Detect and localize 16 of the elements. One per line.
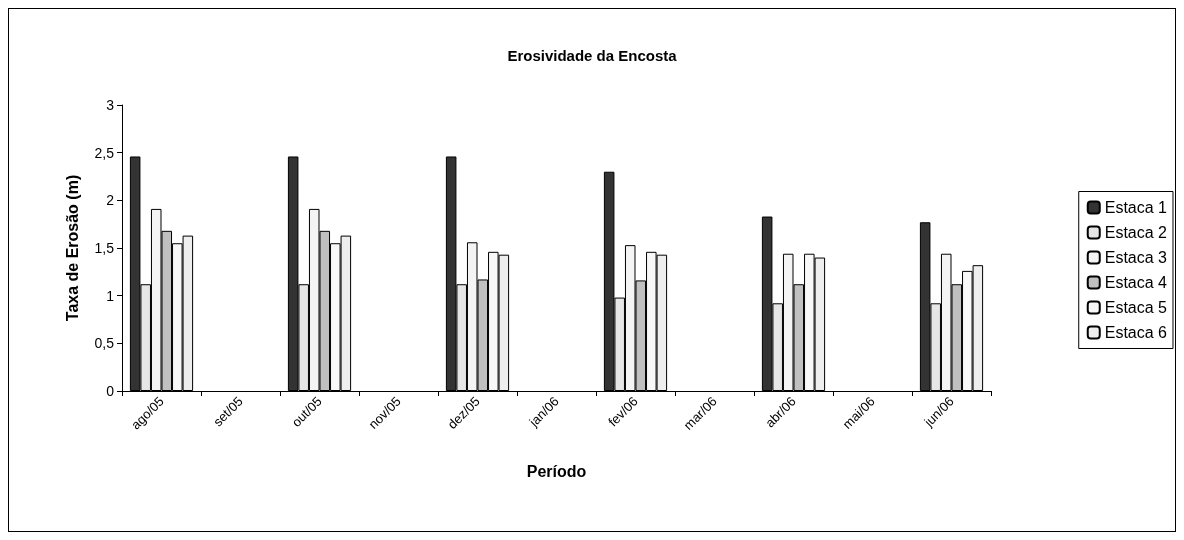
- legend-label: Estaca 5: [1104, 299, 1168, 316]
- chart-title: Erosividade da Encosta: [507, 47, 678, 64]
- y-tick-label: 2,5: [94, 144, 115, 161]
- y-tick-label: 0,5: [94, 335, 115, 352]
- legend-label: Estaca 2: [1104, 224, 1168, 241]
- y-tick-label: 1: [106, 287, 115, 304]
- y-tick-label: 2: [106, 192, 115, 209]
- y-tick-label: 0: [106, 383, 115, 399]
- y-tick-label: 3: [106, 97, 115, 113]
- y-axis-title: Taxa de Erosão (m): [63, 174, 81, 322]
- legend-label: Estaca 6: [1104, 324, 1168, 341]
- legend-label: Estaca 1: [1104, 199, 1168, 216]
- x-axis-title: Período: [526, 462, 587, 480]
- y-tick-label: 1,5: [94, 240, 115, 256]
- legend-label: Estaca 3: [1104, 249, 1168, 266]
- legend-label: Estaca 4: [1104, 274, 1168, 291]
